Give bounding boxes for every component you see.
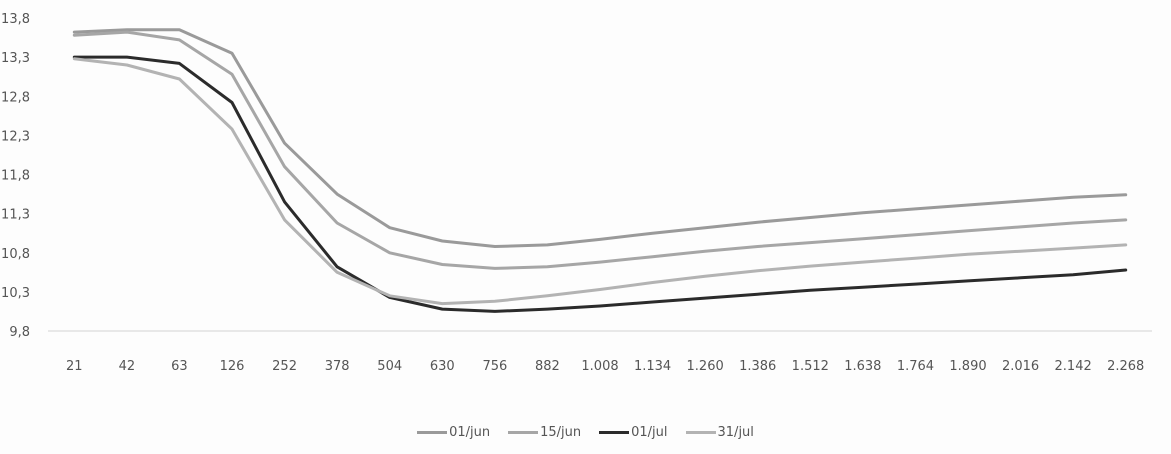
legend-label: 01/jul	[631, 425, 668, 440]
x-tick-label: 1.260	[687, 359, 724, 374]
x-tick-label: 1.134	[634, 359, 671, 374]
legend-item: 31/jul	[685, 425, 754, 440]
x-tick-label: 1.638	[844, 359, 881, 374]
y-tick-label: 13,3	[1, 51, 30, 66]
x-tick-label: 1.764	[897, 359, 934, 374]
x-tick-label: 2.142	[1055, 359, 1092, 374]
x-tick-label: 1.008	[581, 359, 618, 374]
x-tick-label: 1.890	[949, 359, 986, 374]
x-tick-label: 630	[430, 359, 455, 374]
x-tick-label: 2.016	[1002, 359, 1039, 374]
legend-swatch	[417, 431, 448, 434]
x-tick-label: 378	[325, 359, 350, 374]
y-tick-label: 10,8	[1, 247, 30, 262]
y-tick-label: 13,8	[1, 12, 30, 27]
x-tick-label: 21	[66, 359, 83, 374]
y-tick-label: 11,8	[1, 169, 30, 184]
series-line-15-jun	[72, 30, 1128, 270]
y-tick-label: 11,3	[1, 208, 30, 223]
legend-label: 15/jun	[540, 425, 582, 440]
legend-item: 15/jun	[508, 425, 581, 440]
x-tick-label: 63	[171, 359, 188, 374]
x-tick-label: 882	[535, 359, 560, 374]
y-tick-label: 10,3	[1, 286, 30, 301]
legend-swatch	[685, 431, 716, 434]
x-tick-label: 42	[119, 359, 136, 374]
series-line-01-jul	[72, 55, 1128, 313]
x-tick-label: 1.386	[739, 359, 776, 374]
legend-item: 01/jun	[417, 425, 490, 440]
x-tick-label: 756	[482, 359, 507, 374]
legend-swatch	[508, 431, 539, 434]
x-tick-label: 2.268	[1107, 359, 1144, 374]
series-line-01-jun	[72, 28, 1128, 248]
x-tick-label: 504	[377, 359, 402, 374]
x-tick-label: 252	[272, 359, 297, 374]
x-tick-label: 126	[220, 359, 245, 374]
y-tick-label: 9,8	[9, 325, 30, 340]
y-tick-label: 12,8	[1, 90, 30, 105]
chart-legend: 01/jun 15/jun 01/jul 31/jul	[0, 425, 1171, 440]
y-tick-label: 12,3	[1, 129, 30, 144]
legend-label: 31/jul	[717, 425, 754, 440]
legend-swatch	[599, 431, 630, 434]
x-tick-label: 1.512	[792, 359, 829, 374]
legend-item: 01/jul	[599, 425, 668, 440]
legend-label: 01/jun	[449, 425, 491, 440]
series-line-31-jul	[72, 57, 1128, 306]
